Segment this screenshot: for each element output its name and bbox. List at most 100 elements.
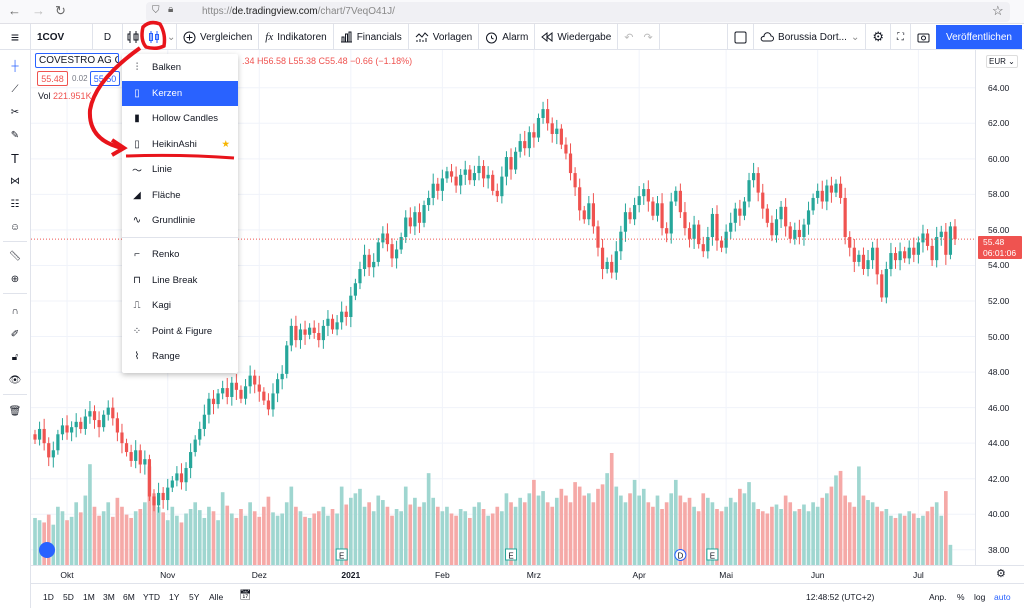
candle <box>875 238 879 285</box>
range-3m[interactable]: 3M <box>103 592 115 602</box>
volume-bar <box>229 513 234 565</box>
unlock-icon[interactable]: 🔓︎ <box>11 351 19 363</box>
camera-icon[interactable] <box>911 24 936 50</box>
text-tool-icon[interactable]: T <box>11 150 19 166</box>
emoji-icon[interactable]: ☺ <box>9 221 21 233</box>
price-axis[interactable]: 64.00 62.00 60.00 58.00 56.00 54.00 52.00 50.00… <box>975 50 1024 565</box>
range-6m[interactable]: 6M <box>123 592 135 602</box>
candle <box>820 180 824 209</box>
replay-button[interactable]: Wiedergabe <box>535 24 619 50</box>
interval-button[interactable]: D <box>93 24 123 50</box>
bookmark-star-icon[interactable]: ☆ <box>992 3 1004 18</box>
chevron-down-icon[interactable]: ⌄ <box>165 24 177 50</box>
sell-price[interactable]: 55.48 <box>37 71 68 86</box>
event-marker-E[interactable]: E <box>505 548 518 561</box>
indicators-button[interactable]: fx Indikatoren <box>259 24 334 50</box>
range-5d[interactable]: 5D <box>63 592 74 602</box>
publish-button[interactable]: Veröffentlichen <box>936 25 1022 49</box>
fullscreen-icon[interactable]: ⛶ <box>891 24 911 50</box>
menu-item-grundlinie[interactable]: ∿ Grundlinie <box>122 208 238 233</box>
favorite-star-icon[interactable]: ★ <box>221 138 230 150</box>
candle <box>568 143 573 181</box>
layout-square-button[interactable] <box>727 24 755 50</box>
currency-select[interactable]: EUR ⌄ <box>986 55 1018 68</box>
menu-item-balken[interactable]: ⫶ Balken <box>122 55 238 80</box>
axis-settings-gear-icon[interactable]: ⚙︎ <box>996 568 1006 580</box>
range-1d[interactable]: 1D <box>43 592 54 602</box>
buy-price[interactable]: 55.50 <box>90 71 120 86</box>
candle <box>742 197 747 221</box>
menu-item-fl-che[interactable]: ◢ Fläche <box>122 183 238 208</box>
url-bar[interactable]: https://de.tradingview.com/chart/7VeqO41… <box>146 2 1010 22</box>
reload-icon[interactable]: ↻ <box>55 3 66 18</box>
candle <box>271 383 275 417</box>
eye-icon[interactable]: 👁︎ <box>8 374 22 386</box>
volume-bar <box>728 497 733 565</box>
fib-tools-icon[interactable]: ✂︎ <box>10 106 20 118</box>
date-range-calendar-icon[interactable]: 📅︎ <box>239 590 252 601</box>
settings-gear-icon[interactable]: ⚙︎ <box>866 24 891 50</box>
clock[interactable]: 12:48:52 (UTC+2) <box>806 592 875 602</box>
crosshair-icon[interactable]: ┼ <box>11 60 19 72</box>
menu-item-point-figure[interactable]: ⁘ Point & Figure <box>122 319 238 344</box>
menu-item-line-break[interactable]: ⊓ Line Break <box>122 268 238 293</box>
compare-button[interactable]: Vergleichen <box>177 24 260 50</box>
volume-bar <box>870 502 875 565</box>
range-alle[interactable]: Alle <box>209 592 224 602</box>
zoom-in-icon[interactable]: ⊕ <box>10 273 20 285</box>
forward-icon[interactable]: → <box>32 3 45 18</box>
menu-item-kagi[interactable]: ⎍ Kagi <box>122 293 238 318</box>
event-marker-E[interactable]: E <box>706 548 719 561</box>
range-1y[interactable]: 1Y <box>169 592 180 602</box>
redo-icon[interactable]: ↷ <box>643 31 653 44</box>
adjust-toggle[interactable]: Anp. <box>929 592 947 602</box>
candle <box>848 231 852 257</box>
tradingview-logo-icon[interactable] <box>39 542 55 558</box>
magnet-icon[interactable]: ∩ <box>11 305 19 317</box>
menu-item-hollow-candles[interactable]: ▮ Hollow Candles <box>122 106 238 131</box>
volume-bar <box>660 509 664 565</box>
symbol-title[interactable]: COVESTRO AG O.N. <box>35 53 119 68</box>
menu-button[interactable]: ≡ <box>0 24 31 50</box>
pattern-icon[interactable]: ⋈ <box>10 175 20 187</box>
chart-type-button[interactable] <box>143 24 165 50</box>
trend-line-icon[interactable]: ⟋ <box>11 83 19 95</box>
candle <box>948 221 953 260</box>
financials-button[interactable]: Financials <box>334 24 409 50</box>
candle <box>486 166 490 189</box>
templates-button[interactable]: Vorlagen <box>409 24 480 50</box>
volume-bar <box>417 506 422 565</box>
menu-item-range[interactable]: ⌇ Range <box>122 344 238 369</box>
menu-item-renko[interactable]: ⌐ Renko <box>122 242 238 267</box>
volume-bar <box>422 502 426 565</box>
candle <box>120 423 124 454</box>
back-icon[interactable]: ← <box>8 3 21 18</box>
range-5y[interactable]: 5Y <box>189 592 200 602</box>
bar-style-icon[interactable] <box>123 24 143 50</box>
trash-icon[interactable]: 🗑︎ <box>8 405 22 417</box>
prediction-icon[interactable]: ☷ <box>10 198 20 210</box>
brush-icon[interactable]: ✎ <box>10 129 20 141</box>
log-toggle[interactable]: log <box>974 592 986 602</box>
ruler-icon[interactable]: 📏︎ <box>8 250 22 262</box>
candle <box>495 183 499 203</box>
event-marker-E[interactable]: E <box>335 548 348 561</box>
volume-bar <box>852 506 857 565</box>
alert-button[interactable]: Alarm <box>479 24 536 50</box>
undo-icon[interactable]: ↶ <box>624 31 634 44</box>
symbol-button[interactable]: 1COV <box>31 24 93 50</box>
menu-divider <box>122 237 238 238</box>
lock-drawing-icon[interactable]: ✐ <box>10 328 20 340</box>
event-marker-D[interactable]: D <box>674 549 687 561</box>
menu-item-kerzen[interactable]: ▯ Kerzen <box>122 80 238 106</box>
volume-bar <box>312 513 317 565</box>
time-axis[interactable]: Okt Nov Dez 2021 Feb Mrz Apr Mai Jun Jul <box>31 565 1024 583</box>
layout-save-button[interactable]: Borussia Dort... ⌄ <box>754 24 867 50</box>
range-ytd[interactable]: YTD <box>143 592 160 602</box>
percent-toggle[interactable]: % <box>957 592 965 602</box>
auto-toggle[interactable]: auto <box>994 592 1011 602</box>
range-1m[interactable]: 1M <box>83 592 95 602</box>
menu-item-linie[interactable]: 〜 Linie <box>132 164 173 177</box>
menu-item-heikinashi[interactable]: ▯ HeikinAshi ★ <box>122 132 238 157</box>
